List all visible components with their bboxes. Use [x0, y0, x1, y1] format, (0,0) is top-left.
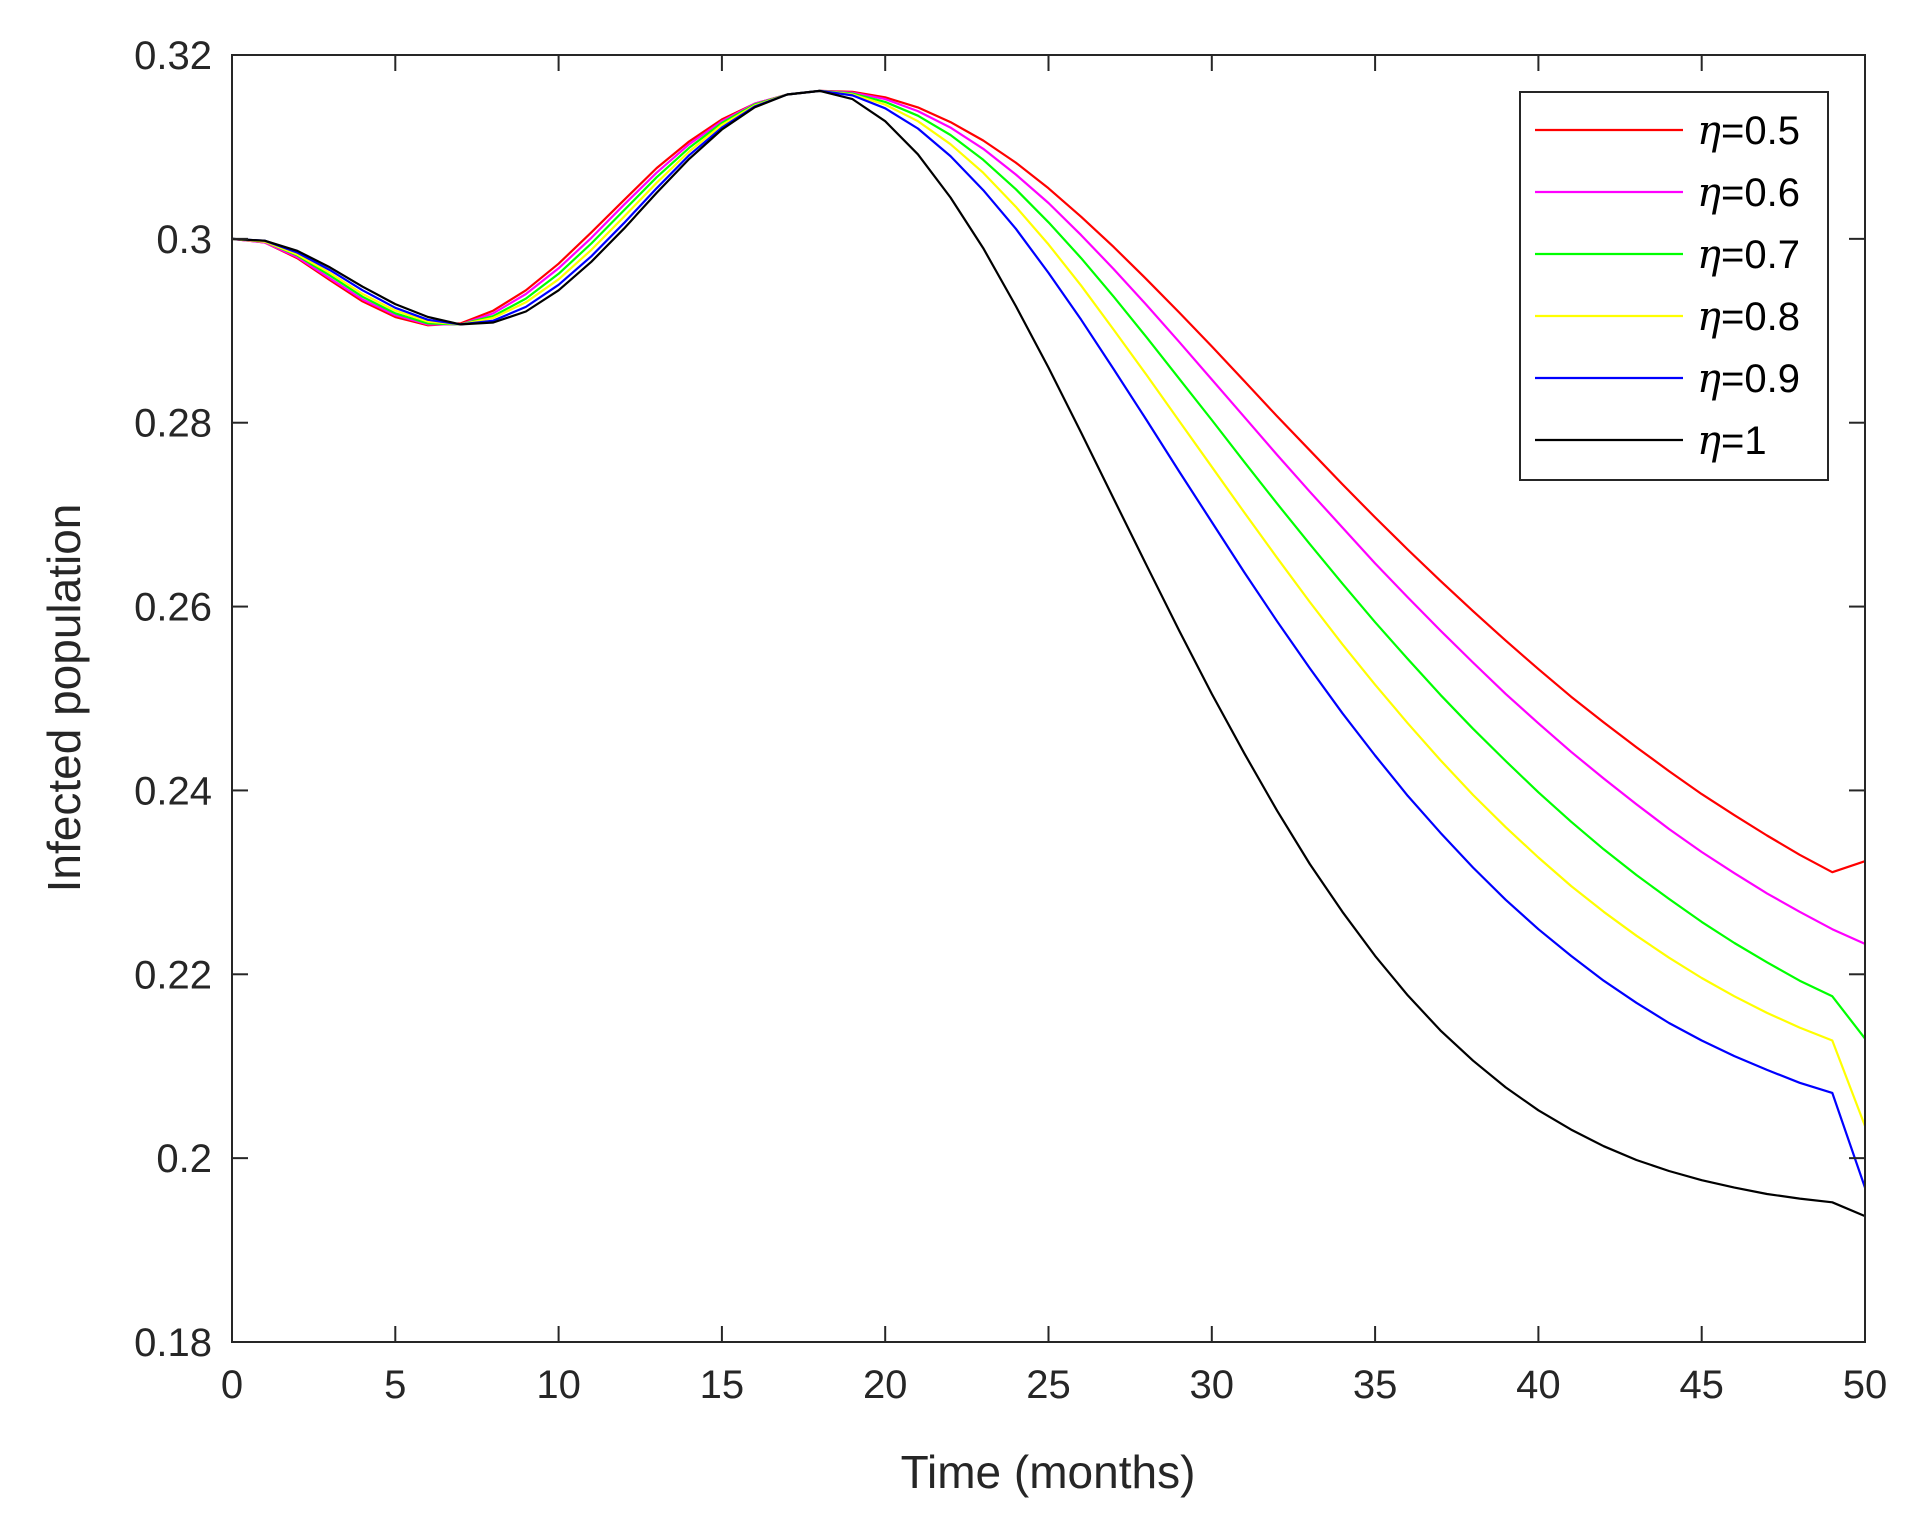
y-axis-title: Infected population [38, 504, 90, 893]
ticks-group: 0 5 10 15 20 25 30 35 40 45 50 0.18 0.2 0.22 0.24 0.26 0… [134, 34, 1887, 1407]
legend-value: =0.8 [1721, 295, 1800, 339]
legend-item: η=0.9 [1535, 356, 1800, 402]
legend-value: =0.9 [1721, 357, 1800, 401]
legend-item: η=0.5 [1535, 108, 1800, 154]
legend-label: η=0.8 [1697, 294, 1800, 340]
legend-value: =0.7 [1721, 233, 1800, 277]
legend-value: =0.5 [1721, 109, 1800, 153]
x-axis-title: Time (months) [901, 1446, 1196, 1498]
legend-box [1519, 91, 1829, 481]
x-tick-label: 40 [1516, 1363, 1561, 1407]
x-tick-label: 45 [1679, 1363, 1724, 1407]
legend-label: η=0.9 [1697, 356, 1800, 402]
series-group [231, 89, 1867, 1218]
y-tick-label: 0.28 [134, 402, 212, 446]
legend-symbol: η [1697, 294, 1721, 340]
legend-symbol: η [1697, 418, 1721, 464]
x-tick-label: 50 [1843, 1363, 1888, 1407]
legend-item: η=1 [1535, 418, 1767, 464]
x-tick-label: 30 [1190, 1363, 1235, 1407]
legend-symbol: η [1697, 232, 1721, 278]
legend-value: =1 [1721, 419, 1767, 463]
series-line-5 [231, 89, 1866, 1218]
legend-value: =0.6 [1721, 171, 1800, 215]
legend-label: η=0.6 [1697, 170, 1800, 216]
legend-symbol: η [1697, 170, 1721, 216]
legend-label: η=0.5 [1697, 108, 1800, 154]
legend: η=0.5η=0.6η=0.7η=0.8η=0.9η=1 [1519, 91, 1829, 481]
series-line-0 [231, 89, 1866, 874]
y-tick-label: 0.3 [156, 218, 212, 262]
y-tick-label: 0.32 [134, 34, 212, 78]
legend-label: η=0.7 [1697, 232, 1800, 278]
series-line-1 [231, 89, 1866, 945]
series-line-3 [231, 89, 1867, 1127]
y-tick-label: 0.18 [134, 1321, 212, 1365]
y-tick-label: 0.24 [134, 769, 212, 813]
legend-item: η=0.6 [1535, 170, 1800, 216]
legend-item: η=0.8 [1535, 294, 1800, 340]
y-tick-label: 0.26 [134, 586, 212, 630]
x-tick-label: 25 [1026, 1363, 1071, 1407]
y-tick-label: 0.22 [134, 953, 212, 997]
legend-label: η=1 [1697, 418, 1767, 464]
series-line-2 [231, 89, 1866, 1040]
x-tick-label: 10 [536, 1363, 581, 1407]
x-tick-label: 20 [863, 1363, 908, 1407]
x-tick-label: 15 [700, 1363, 745, 1407]
legend-item: η=0.7 [1535, 232, 1800, 278]
legend-symbol: η [1697, 356, 1721, 402]
x-tick-label: 0 [221, 1363, 243, 1407]
x-tick-label: 35 [1353, 1363, 1398, 1407]
x-tick-label: 5 [384, 1363, 406, 1407]
series-line-4 [231, 89, 1867, 1188]
y-tick-label: 0.2 [156, 1137, 212, 1181]
legend-symbol: η [1697, 108, 1721, 154]
